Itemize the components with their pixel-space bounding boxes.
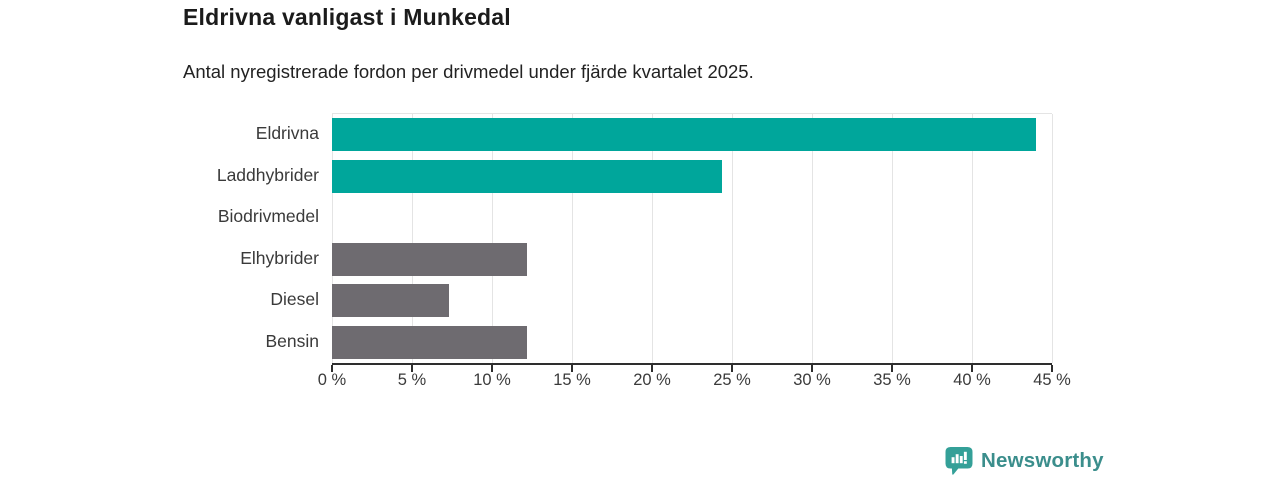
logo-exclamation-dot bbox=[963, 461, 967, 464]
logo-bar-medium bbox=[959, 456, 963, 464]
category-label-bensin: Bensin bbox=[265, 330, 319, 351]
x-axis-tick-label: 10 % bbox=[473, 371, 511, 389]
gridline bbox=[652, 114, 653, 363]
gridline bbox=[892, 114, 893, 363]
x-axis-tick bbox=[411, 365, 413, 372]
bar-eldrivna bbox=[332, 118, 1036, 152]
x-axis-tick bbox=[731, 365, 733, 372]
gridline bbox=[572, 114, 573, 363]
bar-diesel bbox=[332, 284, 449, 318]
gridline bbox=[412, 114, 413, 363]
logo-exclamation-stem bbox=[963, 451, 967, 460]
x-axis-tick bbox=[651, 365, 653, 372]
logo-bar-short bbox=[951, 457, 955, 464]
x-axis-tick-label: 5 % bbox=[397, 371, 427, 389]
category-label-elhybrider: Elhybrider bbox=[240, 247, 319, 268]
x-axis-tick bbox=[1051, 365, 1053, 372]
gridline bbox=[492, 114, 493, 363]
x-axis-tick bbox=[571, 365, 573, 372]
x-axis-tick-label: 15 % bbox=[553, 371, 591, 389]
x-axis-tick bbox=[811, 365, 813, 372]
bar-elhybrider bbox=[332, 242, 528, 276]
plot-area: 0 % 5 % 10 % 15 % 20 % 25 % 30 % 35 % 40 % 45 % bbox=[318, 113, 1071, 389]
gridline bbox=[812, 114, 813, 363]
x-axis-tick-label: 20 % bbox=[633, 371, 671, 389]
x-axis-tick-label: 30 % bbox=[793, 371, 831, 389]
x-axis-tick-label: 35 % bbox=[873, 371, 911, 389]
newsworthy-logo-text: Newsworthy bbox=[981, 449, 1104, 472]
y-axis-category-labels: Eldrivna Laddhybrider Biodrivmedel Elhybrid… bbox=[0, 113, 332, 362]
logo-bar-tall bbox=[955, 454, 959, 464]
gridline bbox=[732, 114, 733, 363]
gridline bbox=[972, 114, 973, 363]
chart-subtitle: Antal nyregistrerade fordon per drivmede… bbox=[183, 61, 754, 82]
gridline bbox=[1052, 114, 1053, 363]
x-axis-tick-label: 40 % bbox=[953, 371, 991, 389]
bar-bensin bbox=[332, 325, 528, 359]
gridline bbox=[332, 114, 333, 363]
chart-title: Eldrivna vanligast i Munkedal bbox=[183, 4, 511, 30]
x-axis-tick-label: 45 % bbox=[1033, 371, 1071, 389]
bar-laddhybrider bbox=[332, 159, 723, 193]
x-axis-tick bbox=[331, 365, 333, 372]
category-label-laddhybrider: Laddhybrider bbox=[216, 164, 319, 185]
x-axis-tick-label: 0 % bbox=[317, 371, 347, 389]
category-label-biodrivmedel: Biodrivmedel bbox=[217, 206, 319, 226]
category-label-diesel: Diesel bbox=[270, 289, 319, 309]
newsworthy-pin-bar-chart-icon bbox=[945, 447, 973, 475]
category-label-eldrivna: Eldrivna bbox=[255, 123, 319, 143]
x-axis-tick bbox=[971, 365, 973, 372]
x-axis-tick-label: 25 % bbox=[713, 371, 751, 389]
newsworthy-logo[interactable]: Newsworthy bbox=[945, 446, 1104, 476]
x-axis-tick bbox=[491, 365, 493, 372]
x-axis-tick bbox=[891, 365, 893, 372]
